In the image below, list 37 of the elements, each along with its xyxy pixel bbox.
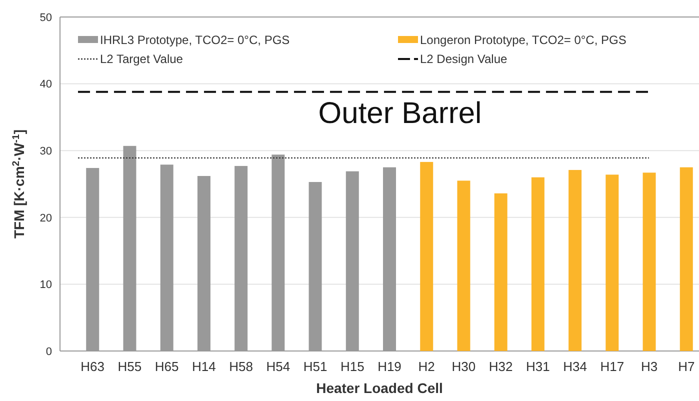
y-tick-label: 0	[46, 346, 52, 358]
bar	[420, 162, 434, 351]
bar	[457, 180, 470, 351]
x-axis-title: Heater Loaded Cell	[316, 380, 443, 396]
x-tick-label: H7	[678, 359, 695, 374]
x-tick-label: H32	[488, 359, 513, 374]
x-tick-label: H2	[418, 359, 435, 374]
x-tick-label: H63	[80, 359, 105, 374]
x-tick-label: H34	[563, 359, 587, 374]
bar	[494, 193, 508, 351]
legend-label: IHRL3 Prototype, TCO2= 0°C, PGS	[100, 33, 290, 48]
y-tick-label: 50	[40, 12, 52, 24]
y-tick-label: 30	[40, 145, 52, 158]
x-tick-label: H17	[600, 359, 624, 374]
bar	[642, 172, 656, 351]
x-tick-label: H65	[154, 359, 179, 374]
legend-label: Longeron Prototype, TCO2= 0°C, PGS	[420, 33, 626, 48]
bar	[531, 177, 544, 351]
legend-label: L2 Target Value	[100, 52, 184, 66]
x-tick-label: H30	[452, 359, 476, 374]
x-tick-label: H15	[340, 359, 364, 374]
annotation: Outer Barrel	[318, 97, 482, 130]
bar	[606, 174, 619, 351]
bar	[680, 167, 693, 351]
x-tick-label: H31	[526, 359, 550, 374]
x-tick-label: H14	[192, 359, 216, 374]
y-tick-label: 20	[40, 212, 52, 224]
bar	[568, 170, 582, 351]
y-tick-label: 40	[40, 78, 52, 91]
x-tick-label: H58	[229, 359, 253, 374]
x-tick-label: H55	[118, 359, 142, 374]
x-tick-label: H19	[378, 359, 402, 374]
y-tick-label: 10	[40, 279, 52, 292]
x-tick-label: H54	[266, 359, 290, 374]
x-tick-label: H3	[640, 359, 658, 374]
x-tick-label: H51	[303, 359, 328, 374]
legend-label: L2 Design Value	[420, 52, 508, 66]
